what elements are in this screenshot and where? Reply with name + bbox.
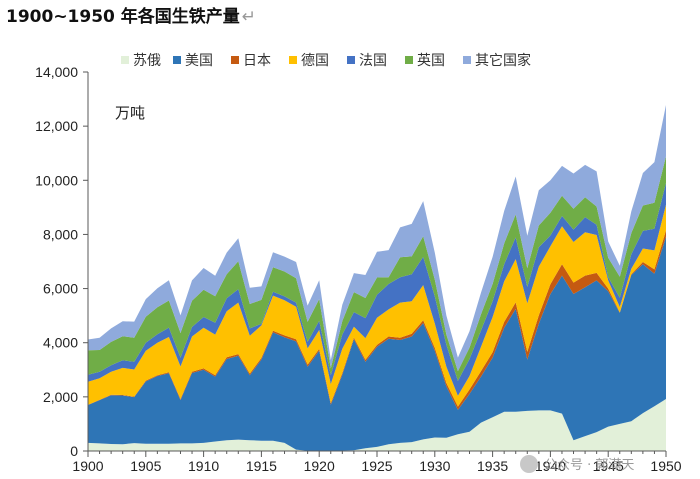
y-tick-label: 2,000	[43, 389, 78, 405]
legend-swatch	[347, 56, 355, 64]
x-tick-label: 1935	[477, 458, 508, 474]
y-tick-label: 10,000	[35, 172, 78, 188]
legend-swatch	[121, 56, 129, 64]
legend-swatch	[405, 56, 413, 64]
y-tick-label: 4,000	[43, 335, 78, 351]
x-tick-label: 1910	[188, 458, 219, 474]
x-tick-label: 1900	[72, 458, 103, 474]
page-title: 1900~1950 年各国生铁产量 ↵	[6, 2, 256, 27]
y-tick-label: 8,000	[43, 226, 78, 242]
legend-label: 苏俄	[133, 53, 161, 69]
x-tick-label: 1920	[304, 458, 335, 474]
y-tick-label: 6,000	[43, 281, 78, 297]
watermark: 公众号 · 郭滿天	[520, 455, 634, 473]
x-tick-label: 1915	[246, 458, 277, 474]
legend-label: 其它国家	[475, 52, 531, 69]
y-tick-label: 0	[70, 443, 78, 459]
legend-label: 日本	[243, 53, 271, 69]
x-tick-label: 1940	[535, 458, 566, 474]
legend-label: 美国	[185, 53, 213, 69]
legend-label: 德国	[301, 53, 329, 69]
wechat-icon	[520, 455, 538, 473]
area-series-2	[88, 236, 666, 451]
x-tick-label: 1905	[130, 458, 161, 474]
return-glyph: ↵	[241, 7, 257, 27]
legend-label: 英国	[417, 52, 445, 69]
y-tick-label: 14,000	[35, 64, 78, 80]
axes: 0 2,000 4,000 6,000 8,000 10,000 12,000 14,000 1…	[35, 64, 682, 474]
legend: 苏俄 美国 日本 德国 法国 英国 其它国家	[121, 52, 531, 69]
x-tick-label: 1950	[650, 458, 681, 474]
watermark-text: 公众号 · 郭滿天	[544, 457, 634, 473]
area-series-1	[88, 399, 666, 451]
legend-swatch	[173, 56, 181, 64]
legend-swatch	[231, 56, 239, 64]
x-tick-label: 1930	[419, 458, 450, 474]
unit-label: 万吨	[115, 104, 145, 122]
area-layers	[88, 105, 666, 451]
legend-swatch	[463, 56, 471, 64]
legend-label: 法国	[359, 53, 387, 69]
x-tick-label: 1945	[593, 458, 624, 474]
x-tick-label: 1925	[361, 458, 392, 474]
legend-swatch	[289, 56, 297, 64]
y-tick-label: 12,000	[35, 118, 78, 134]
title-text: 1900~1950 年各国生铁产量	[6, 7, 240, 27]
